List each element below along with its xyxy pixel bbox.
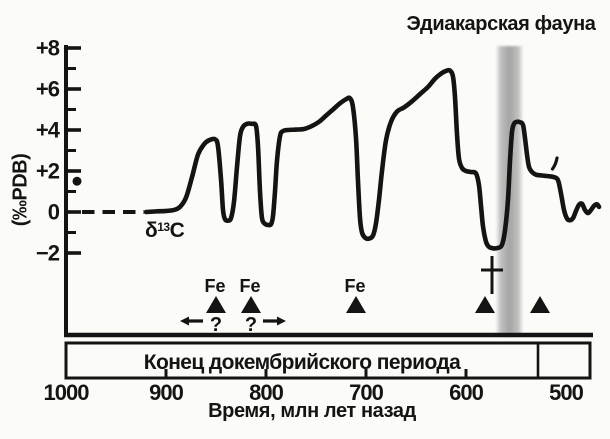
timescale-bar-rect — [64, 341, 592, 380]
x-tick-label: 900 — [149, 380, 183, 405]
isolated-point-dot — [72, 176, 82, 186]
x-tick-label: 1000 — [44, 380, 90, 405]
timescale-bar: 1000 900 800 700 600 500 — [44, 341, 592, 405]
y-tick-label: +6 — [36, 77, 60, 102]
x-tick-label: 800 — [249, 380, 283, 405]
fe-triangle-icon — [241, 296, 261, 313]
y-tick-label: 0 — [48, 200, 60, 225]
fe-triangle-icon — [206, 296, 226, 313]
delta-glyph: δ — [145, 219, 158, 242]
y-tick-label: +4 — [36, 118, 61, 143]
x-tick-label: 700 — [349, 380, 383, 405]
question-mark: ? — [245, 314, 257, 336]
y-tick-label: +2 — [36, 159, 60, 184]
delta13c-curve — [72, 67, 602, 251]
fe-label: Fe — [344, 276, 365, 296]
axes: +8 +6 +4 +2 0 −2 — [36, 36, 593, 338]
curve-label-d13c: δ13C — [145, 219, 185, 243]
y-axis-label: (‰PDB) — [9, 153, 32, 227]
fe-label: Fe — [239, 276, 260, 296]
fe-triangle-icon — [530, 296, 550, 313]
y-tick-label: +8 — [36, 36, 60, 61]
x-tick-label: 600 — [449, 380, 483, 405]
delta13c-curve-path — [143, 67, 602, 251]
spread-arrow-right-head — [277, 316, 286, 326]
x-axis-title: Время, млн лет назад — [208, 400, 416, 422]
stray-mark-icon — [550, 156, 559, 171]
fe-triangle-icon — [346, 296, 366, 313]
y-tick-label: −2 — [36, 241, 60, 266]
marker-annotations: Fe? Fe? Fe — [180, 256, 550, 336]
c-glyph: C — [169, 219, 185, 242]
question-mark: ? — [210, 314, 222, 336]
fe-label: Fe — [204, 276, 225, 296]
timescale-bar-label: Конец докембрийского периода — [144, 351, 461, 374]
x-tick-label: 500 — [549, 380, 583, 405]
figure-title: Эдиакарская фауна — [406, 13, 596, 35]
superscript-13: 13 — [157, 220, 170, 234]
fe-triangle-icon — [475, 296, 495, 313]
spread-arrow-left-head — [180, 316, 189, 326]
